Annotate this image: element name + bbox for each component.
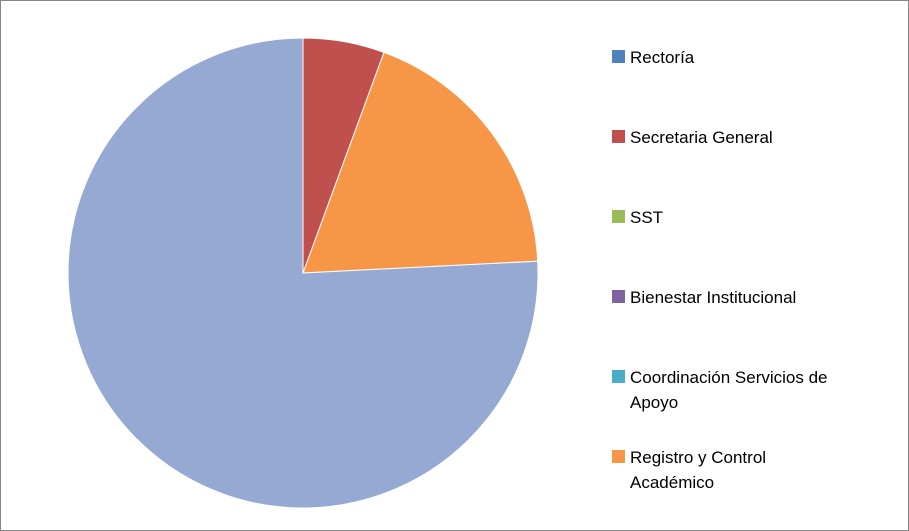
legend-swatch — [612, 130, 625, 143]
legend-label: Secretaria General — [630, 128, 773, 147]
pie-slice — [302, 51, 539, 274]
legend-entry: Rectoría — [612, 45, 835, 70]
legend-swatch — [612, 50, 625, 63]
legend-entry: SST — [612, 205, 835, 230]
legend-label: Bienestar Institucional — [630, 288, 797, 307]
legend-label: SST — [630, 208, 664, 227]
legend-swatch — [612, 210, 625, 223]
pie-slice — [67, 37, 539, 509]
legend-swatch — [612, 450, 625, 463]
legend-label: Coordinación Servicios de Apoyo — [630, 368, 828, 412]
legend-label: Registro y Control Académico — [630, 448, 767, 492]
legend-swatch — [612, 370, 625, 383]
legend-entry: Bienestar Institucional — [612, 285, 835, 310]
legend-swatch — [612, 290, 625, 303]
legend-entry: Registro y Control Académico — [612, 445, 835, 495]
legend: Rectoría Secretaria General SST Bienestar I… — [612, 0, 902, 531]
legend-entry: Secretaria General — [612, 125, 835, 150]
legend-entry: Coordinación Servicios de Apoyo — [612, 365, 835, 415]
legend-label: Rectoría — [630, 48, 695, 67]
